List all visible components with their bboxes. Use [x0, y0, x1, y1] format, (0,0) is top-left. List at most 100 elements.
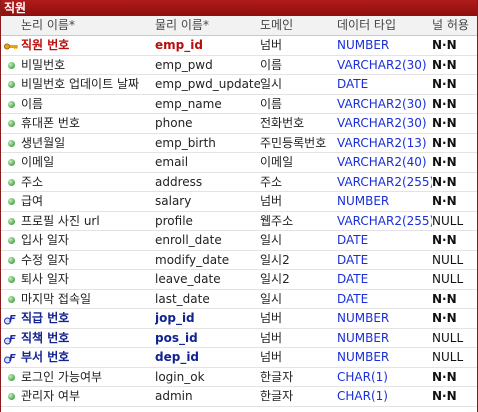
- attribute-row[interactable]: 입사 일자 enroll_date 일시 DATE N·N: [1, 231, 477, 251]
- attribute-row[interactable]: 비밀번호 emp_pwd 이름 VARCHAR2(30) N·N: [1, 56, 477, 75]
- header-data-type[interactable]: 데이터 타입: [337, 18, 397, 32]
- data-type: VARCHAR2(255): [337, 174, 432, 189]
- nullable-flag: NULL: [432, 272, 464, 286]
- attribute-dot-icon: [1, 290, 21, 309]
- logical-name: 퇴사 일자: [21, 272, 69, 286]
- attribute-dot-icon: [1, 56, 21, 75]
- logical-name: 관리자 여부: [21, 389, 81, 403]
- attribute-row[interactable]: 직원 번호 emp_id 넘버 NUMBER N·N: [1, 36, 477, 56]
- svg-text:F: F: [9, 314, 16, 325]
- attribute-dot-icon: [1, 270, 21, 289]
- data-type: DATE: [337, 252, 369, 267]
- physical-name: emp_birth: [155, 135, 216, 150]
- domain-name: 이름: [260, 96, 283, 111]
- data-type: DATE: [337, 272, 369, 286]
- data-type: NUMBER: [337, 38, 390, 52]
- data-type: NUMBER: [337, 350, 390, 364]
- nullable-flag: N·N: [432, 135, 457, 150]
- attribute-dot-icon: [1, 134, 21, 153]
- logical-name: 마지막 접속일: [21, 291, 92, 306]
- attribute-dot-icon: [1, 153, 21, 172]
- physical-name: modify_date: [155, 252, 230, 267]
- attribute-row[interactable]: 관리자 여부 admin 한글자 CHAR(1) N·N: [1, 387, 477, 407]
- foreign-key-icon: F: [1, 309, 21, 328]
- foreign-key-icon: F: [1, 329, 21, 348]
- logical-name: 직책 번호: [21, 330, 70, 345]
- domain-name: 일시: [260, 77, 283, 91]
- primary-key-icon: [1, 36, 21, 55]
- logical-name: 로그인 가능여부: [21, 369, 103, 384]
- physical-name: profile: [155, 213, 193, 228]
- data-type: DATE: [337, 77, 369, 91]
- attribute-row[interactable]: 수정 일자 modify_date 일시2 DATE NULL: [1, 251, 477, 270]
- physical-name: email: [155, 155, 189, 169]
- domain-name: 일시2: [260, 272, 290, 286]
- attribute-row[interactable]: 주소 address 주소 VARCHAR2(255) N·N: [1, 173, 477, 192]
- header-physical-name[interactable]: 물리 이름*: [155, 18, 209, 32]
- domain-name: 한글자: [260, 369, 294, 384]
- svg-text:F: F: [9, 353, 16, 364]
- logical-name: 비밀번호 업데이트 날짜: [21, 77, 140, 91]
- nullable-flag: N·N: [432, 38, 457, 52]
- physical-name: pos_id: [155, 330, 198, 345]
- attribute-row[interactable]: F 부서 번호 dep_id 넘버 NUMBER NULL: [1, 348, 477, 368]
- attribute-dot-icon: [1, 95, 21, 114]
- domain-name: 웹주소: [260, 213, 294, 228]
- attribute-row[interactable]: F 직책 번호 pos_id 넘버 NUMBER NULL: [1, 329, 477, 348]
- data-type: DATE: [337, 291, 369, 306]
- data-type: DATE: [337, 233, 369, 247]
- domain-name: 이름: [260, 57, 283, 72]
- physical-name: address: [155, 174, 203, 189]
- domain-name: 주소: [260, 174, 283, 189]
- data-type: NUMBER: [337, 194, 390, 208]
- physical-name: emp_pwd_update: [155, 77, 260, 91]
- attribute-dot-icon: [1, 387, 21, 406]
- data-type: VARCHAR2(30): [337, 57, 427, 72]
- data-type: VARCHAR2(30): [337, 116, 427, 130]
- domain-name: 전화번호: [260, 116, 305, 130]
- nullable-flag: NULL: [432, 350, 464, 364]
- attribute-row[interactable]: 비밀번호 업데이트 날짜 emp_pwd_update 일시 DATE N·N: [1, 75, 477, 95]
- physical-name: enroll_date: [155, 233, 222, 247]
- attribute-row[interactable]: 로그인 가능여부 login_ok 한글자 CHAR(1) N·N: [1, 368, 477, 387]
- header-domain[interactable]: 도메인: [260, 18, 294, 32]
- header-nullable[interactable]: 널 허용: [432, 18, 469, 32]
- attribute-row[interactable]: 이메일 email 이메일 VARCHAR2(40) N·N: [1, 153, 477, 173]
- nullable-flag: N·N: [432, 291, 457, 306]
- nullable-flag: N·N: [432, 96, 457, 111]
- attribute-dot-icon: [1, 114, 21, 133]
- entity-title[interactable]: 직원: [1, 0, 477, 16]
- data-type: NUMBER: [337, 330, 390, 345]
- attribute-dot-icon: [1, 368, 21, 387]
- attribute-row[interactable]: 마지막 접속일 last_date 일시 DATE N·N: [1, 290, 477, 309]
- column-header-row: 논리 이름* 물리 이름* 도메인 데이터 타입 널 허용: [1, 16, 477, 36]
- svg-text:F: F: [9, 334, 16, 345]
- logical-name: 직원 번호: [21, 38, 70, 52]
- nullable-flag: N·N: [432, 174, 457, 189]
- logical-name: 비밀번호: [21, 57, 66, 72]
- nullable-flag: NULL: [432, 330, 464, 345]
- header-logical-name[interactable]: 논리 이름*: [21, 18, 75, 32]
- domain-name: 한글자: [260, 389, 294, 403]
- logical-name: 생년월일: [21, 135, 66, 150]
- physical-name: jop_id: [155, 311, 195, 325]
- logical-name: 수정 일자: [21, 252, 69, 267]
- data-type: VARCHAR2(255): [337, 213, 432, 228]
- domain-name: 일시: [260, 291, 283, 306]
- foreign-key-icon: F: [1, 348, 21, 367]
- attribute-row[interactable]: 휴대폰 번호 phone 전화번호 VARCHAR2(30) N·N: [1, 114, 477, 134]
- logical-name: 이름: [21, 96, 44, 111]
- data-type: NUMBER: [337, 311, 390, 325]
- attribute-row[interactable]: 프로필 사진 url profile 웹주소 VARCHAR2(255) NULL: [1, 212, 477, 231]
- attribute-row[interactable]: 생년월일 emp_birth 주민등록번호 VARCHAR2(13) N·N: [1, 134, 477, 153]
- domain-name: 넘버: [260, 330, 283, 345]
- physical-name: salary: [155, 194, 192, 208]
- nullable-flag: N·N: [432, 369, 457, 384]
- attribute-row[interactable]: 퇴사 일자 leave_date 일시2 DATE NULL: [1, 270, 477, 290]
- attribute-row[interactable]: F 직급 번호 jop_id 넘버 NUMBER N·N: [1, 309, 477, 329]
- attribute-row[interactable]: 급여 salary 넘버 NUMBER N·N: [1, 192, 477, 212]
- data-type: CHAR(1): [337, 389, 388, 403]
- nullable-flag: N·N: [432, 194, 457, 208]
- attribute-row[interactable]: 이름 emp_name 이름 VARCHAR2(30) N·N: [1, 95, 477, 114]
